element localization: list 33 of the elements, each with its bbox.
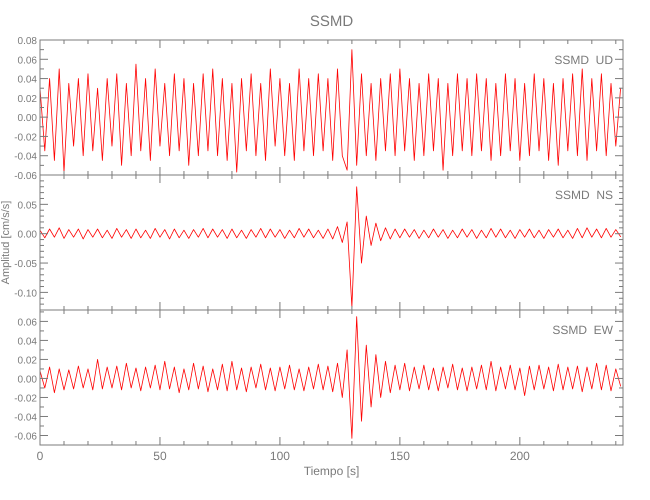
y-tick-label: 0.02 — [18, 355, 38, 366]
x-tick-label: 0 — [36, 449, 44, 463]
y-tick-label: 0.08 — [18, 36, 38, 47]
y-tick-label: -0.06 — [14, 431, 38, 442]
annotation: SSMD EW — [552, 323, 614, 337]
x-tick-label: 50 — [153, 449, 167, 463]
y-tick-label: -0.04 — [14, 152, 38, 163]
y-tick-label: -0.02 — [14, 132, 38, 144]
line-series — [40, 49, 621, 173]
annotation: SSMD NS — [554, 188, 613, 202]
line-series — [40, 186, 621, 308]
y-tick-label: -0.05 — [14, 259, 38, 270]
y-tick-label: -0.02 — [14, 393, 38, 404]
y-axis-title: Amplitud [cm/s/s] — [0, 200, 12, 284]
y-tick-label: 0.02 — [18, 94, 38, 105]
y-tick-label: 0.00 — [18, 374, 38, 386]
y-tick-label: -0.06 — [14, 171, 38, 182]
x-tick-label: 100 — [270, 449, 290, 463]
y-tick-label: 0.00 — [18, 230, 38, 241]
y-tick-label: 0.04 — [18, 336, 38, 348]
y-tick-label: 0.06 — [18, 317, 38, 328]
y-tick-label: -0.10 — [14, 288, 38, 300]
y-tick-label: 0.06 — [18, 55, 38, 66]
y-tick-label: 0.00 — [18, 113, 38, 124]
y-tick-label: 0.04 — [18, 74, 38, 86]
chart-title: SSMD — [310, 13, 354, 30]
x-tick-label: 200 — [510, 449, 530, 463]
y-tick-label: 0.05 — [18, 200, 38, 212]
x-axis-title: Tiempo [s] — [304, 464, 360, 478]
annotation: SSMD UD — [554, 53, 614, 67]
x-tick-label: 150 — [390, 449, 410, 463]
line-series — [40, 316, 621, 439]
y-tick-label: -0.04 — [14, 412, 38, 424]
